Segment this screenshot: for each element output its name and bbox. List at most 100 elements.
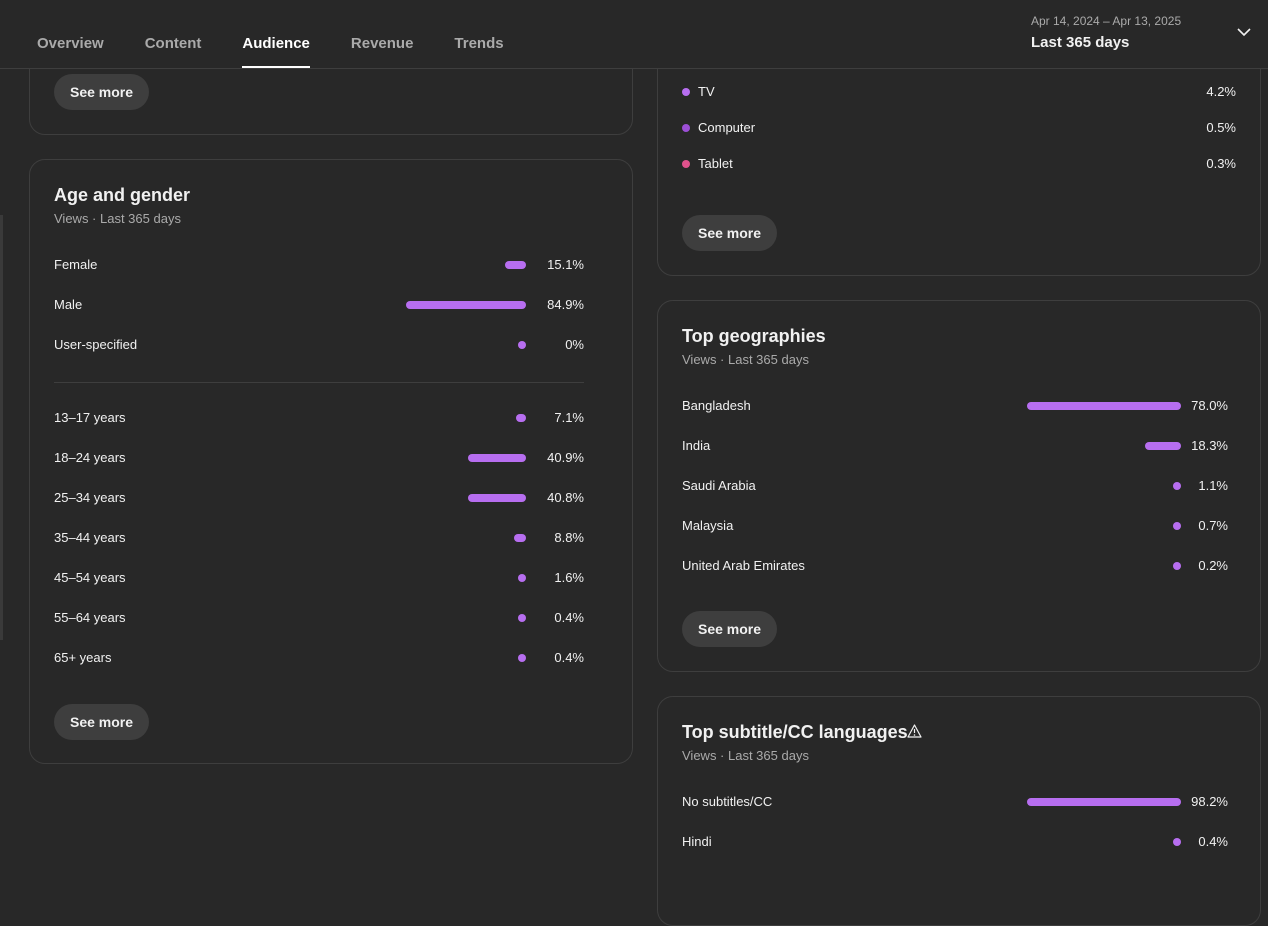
- row-label: Male: [54, 297, 83, 312]
- list-item: Computer 0.5%: [682, 118, 1236, 138]
- scrollbar[interactable]: [0, 215, 3, 640]
- geography-row: India 18.3%: [682, 436, 1228, 456]
- list-item: Tablet 0.3%: [682, 154, 1236, 174]
- device-label: Computer: [698, 120, 756, 135]
- see-more-button[interactable]: See more: [682, 611, 778, 647]
- row-label: 55–64 years: [54, 610, 126, 625]
- date-range-text: Apr 14, 2024 – Apr 13, 2025: [1031, 14, 1182, 28]
- percentage-bar: [1144, 442, 1181, 450]
- card-title: Top subtitle/CC languages: [682, 722, 908, 742]
- row-label: Malaysia: [682, 518, 734, 533]
- row-value: 0.4%: [1198, 834, 1228, 849]
- device-value: 0.3%: [1206, 156, 1236, 171]
- row-value: 1.1%: [1198, 478, 1228, 493]
- row-label: India: [682, 438, 711, 453]
- analytics-tabs: Overview Content Audience Revenue Trends: [37, 0, 545, 68]
- gender-row: User-specified 0%: [54, 335, 584, 355]
- device-type-card: See more: [657, 30, 1261, 276]
- row-label: User-specified: [54, 337, 138, 352]
- legend-dot: [682, 160, 690, 168]
- see-more-button[interactable]: See more: [682, 215, 778, 251]
- row-label: Saudi Arabia: [682, 478, 756, 493]
- top-geographies-card: Top geographies Views · Last 365 days Se…: [657, 300, 1261, 672]
- percentage-bar: [1026, 402, 1181, 410]
- card-title: Top geographies: [682, 326, 826, 346]
- row-value: 8.8%: [554, 530, 584, 545]
- percentage-bar: [518, 654, 526, 662]
- row-value: 40.8%: [547, 490, 584, 505]
- percentage-bar: [468, 494, 526, 502]
- tab-content[interactable]: Content: [144, 35, 202, 52]
- row-value: 1.6%: [554, 570, 584, 585]
- percentage-bar: [504, 261, 526, 269]
- list-item: TV 4.2%: [682, 82, 1236, 102]
- card-title: Age and gender: [54, 185, 191, 205]
- language-row: No subtitles/CC 98.2%: [682, 792, 1228, 812]
- divider: [54, 382, 584, 383]
- row-value: 40.9%: [547, 450, 584, 465]
- row-label: Female: [54, 257, 98, 272]
- card-subtitle: Views · Last 365 days: [682, 352, 809, 367]
- age-row: 45–54 years 1.6%: [54, 568, 584, 588]
- row-value: 0.4%: [554, 610, 584, 625]
- date-period-label: Last 365 days: [1031, 34, 1130, 51]
- age-row: 35–44 years 8.8%: [54, 528, 584, 548]
- row-value: 18.3%: [1191, 438, 1228, 453]
- gender-row: Female 15.1%: [54, 255, 584, 275]
- legend-dot: [682, 124, 690, 132]
- row-label: 45–54 years: [54, 570, 126, 585]
- row-label: Bangladesh: [682, 398, 751, 413]
- tab-overview[interactable]: Overview: [37, 35, 104, 52]
- date-selector[interactable]: Apr 14, 2024 – Apr 13, 2025 Last 365 day…: [1031, 14, 1181, 51]
- chevron-down-icon[interactable]: [1236, 24, 1252, 40]
- percentage-bar: [518, 574, 526, 582]
- device-label: TV: [698, 84, 715, 99]
- device-value: 4.2%: [1206, 84, 1236, 99]
- language-row: Hindi 0.4%: [682, 832, 1228, 852]
- row-value: 0%: [565, 337, 584, 352]
- see-more-button[interactable]: See more: [54, 704, 150, 740]
- geography-row: United Arab Emirates 0.2%: [682, 556, 1228, 576]
- top-header: Overview Content Audience Revenue Trends…: [0, 0, 1268, 69]
- row-value: 0.7%: [1198, 518, 1228, 533]
- row-value: 15.1%: [547, 257, 584, 272]
- percentage-bar: [513, 534, 526, 542]
- age-row: 18–24 years 40.9%: [54, 448, 584, 468]
- percentage-bar: [1026, 798, 1181, 806]
- percentage-bar: [518, 614, 526, 622]
- age-row: 25–34 years 40.8%: [54, 488, 584, 508]
- row-value: 84.9%: [547, 297, 584, 312]
- percentage-bar: [515, 414, 526, 422]
- percentage-bar: [468, 454, 526, 462]
- geography-row: Saudi Arabia 1.1%: [682, 476, 1228, 496]
- device-value: 0.5%: [1206, 120, 1236, 135]
- card-subtitle: Views · Last 365 days: [682, 748, 809, 763]
- age-row: 13–17 years 7.1%: [54, 408, 584, 428]
- age-row: 65+ years 0.4%: [54, 648, 584, 668]
- percentage-bar: [1173, 482, 1181, 490]
- warning-icon[interactable]: [907, 724, 922, 738]
- tab-trends[interactable]: Trends: [454, 35, 504, 52]
- percentage-bar: [1173, 562, 1181, 570]
- row-value: 98.2%: [1191, 794, 1228, 809]
- row-value: 78.0%: [1191, 398, 1228, 413]
- age-row: 55–64 years 0.4%: [54, 608, 584, 628]
- tab-revenue[interactable]: Revenue: [350, 35, 414, 52]
- row-label: 13–17 years: [54, 410, 126, 425]
- row-value: 7.1%: [554, 410, 584, 425]
- percentage-bar: [1173, 838, 1181, 846]
- row-label: 65+ years: [54, 650, 112, 665]
- legend-dot: [682, 88, 690, 96]
- row-value: 0.2%: [1198, 558, 1228, 573]
- row-label: No subtitles/CC: [682, 794, 773, 809]
- row-label: 35–44 years: [54, 530, 126, 545]
- row-label: Hindi: [682, 834, 712, 849]
- percentage-bar: [406, 301, 526, 309]
- geography-row: Bangladesh 78.0%: [682, 396, 1228, 416]
- tab-audience[interactable]: Audience: [242, 0, 310, 68]
- gender-row: Male 84.9%: [54, 295, 584, 315]
- row-label: 18–24 years: [54, 450, 126, 465]
- device-label: Tablet: [698, 156, 733, 171]
- see-more-button[interactable]: See more: [54, 74, 150, 110]
- row-label: 25–34 years: [54, 490, 126, 505]
